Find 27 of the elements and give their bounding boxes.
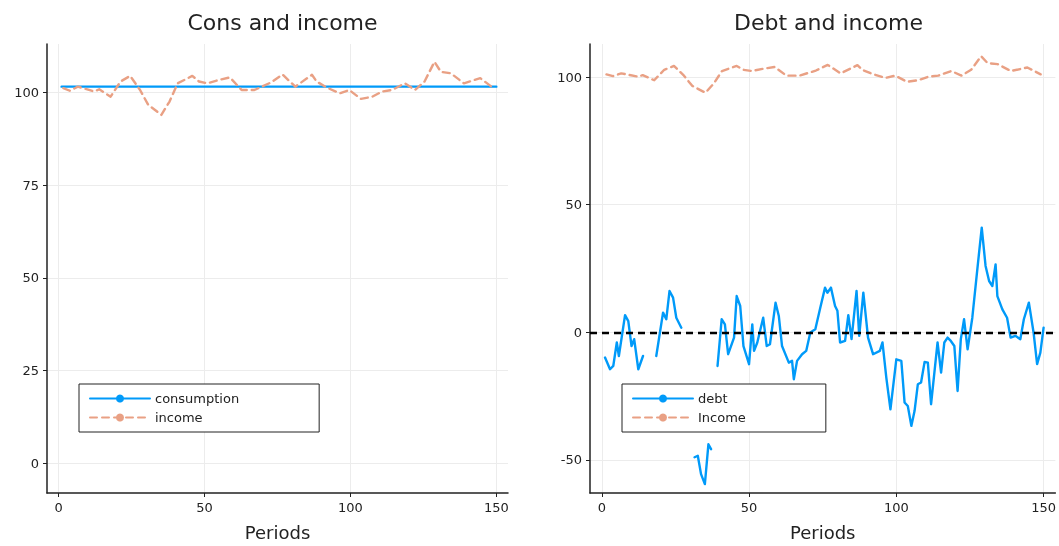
legend-label: debt	[698, 391, 728, 406]
y-tick-label: 100	[14, 84, 39, 100]
x-tick-label: 0	[54, 500, 63, 515]
chart-title: Debt and income	[733, 9, 924, 35]
y-tick-label: 0	[30, 455, 39, 471]
x-axis-title: Periods	[789, 521, 856, 543]
y-tick-label: 75	[22, 177, 39, 193]
y-tick-label: 50	[565, 197, 582, 213]
x-tick-label: 100	[883, 500, 909, 515]
x-tick-label: 150	[1031, 500, 1057, 515]
line-series	[605, 55, 1042, 94]
x-axis-title: Periods	[244, 521, 311, 543]
line-series	[62, 60, 495, 117]
y-tick-label: 50	[22, 270, 39, 286]
legend-label: Income	[698, 410, 746, 425]
x-tick-label: 0	[597, 500, 606, 515]
x-tick-label: 50	[740, 500, 758, 515]
y-tick-label: 0	[573, 324, 582, 340]
chart-title: Cons and income	[187, 9, 378, 35]
x-tick-label: 50	[196, 500, 213, 515]
y-tick-label: 25	[22, 363, 39, 379]
x-tick-label: 150	[483, 500, 509, 515]
y-tick-label: 100	[557, 69, 582, 85]
x-tick-label: 100	[338, 500, 363, 515]
legend-label: income	[155, 410, 203, 425]
y-tick-label: -50	[560, 452, 582, 468]
legend-label: consumption	[155, 391, 240, 406]
